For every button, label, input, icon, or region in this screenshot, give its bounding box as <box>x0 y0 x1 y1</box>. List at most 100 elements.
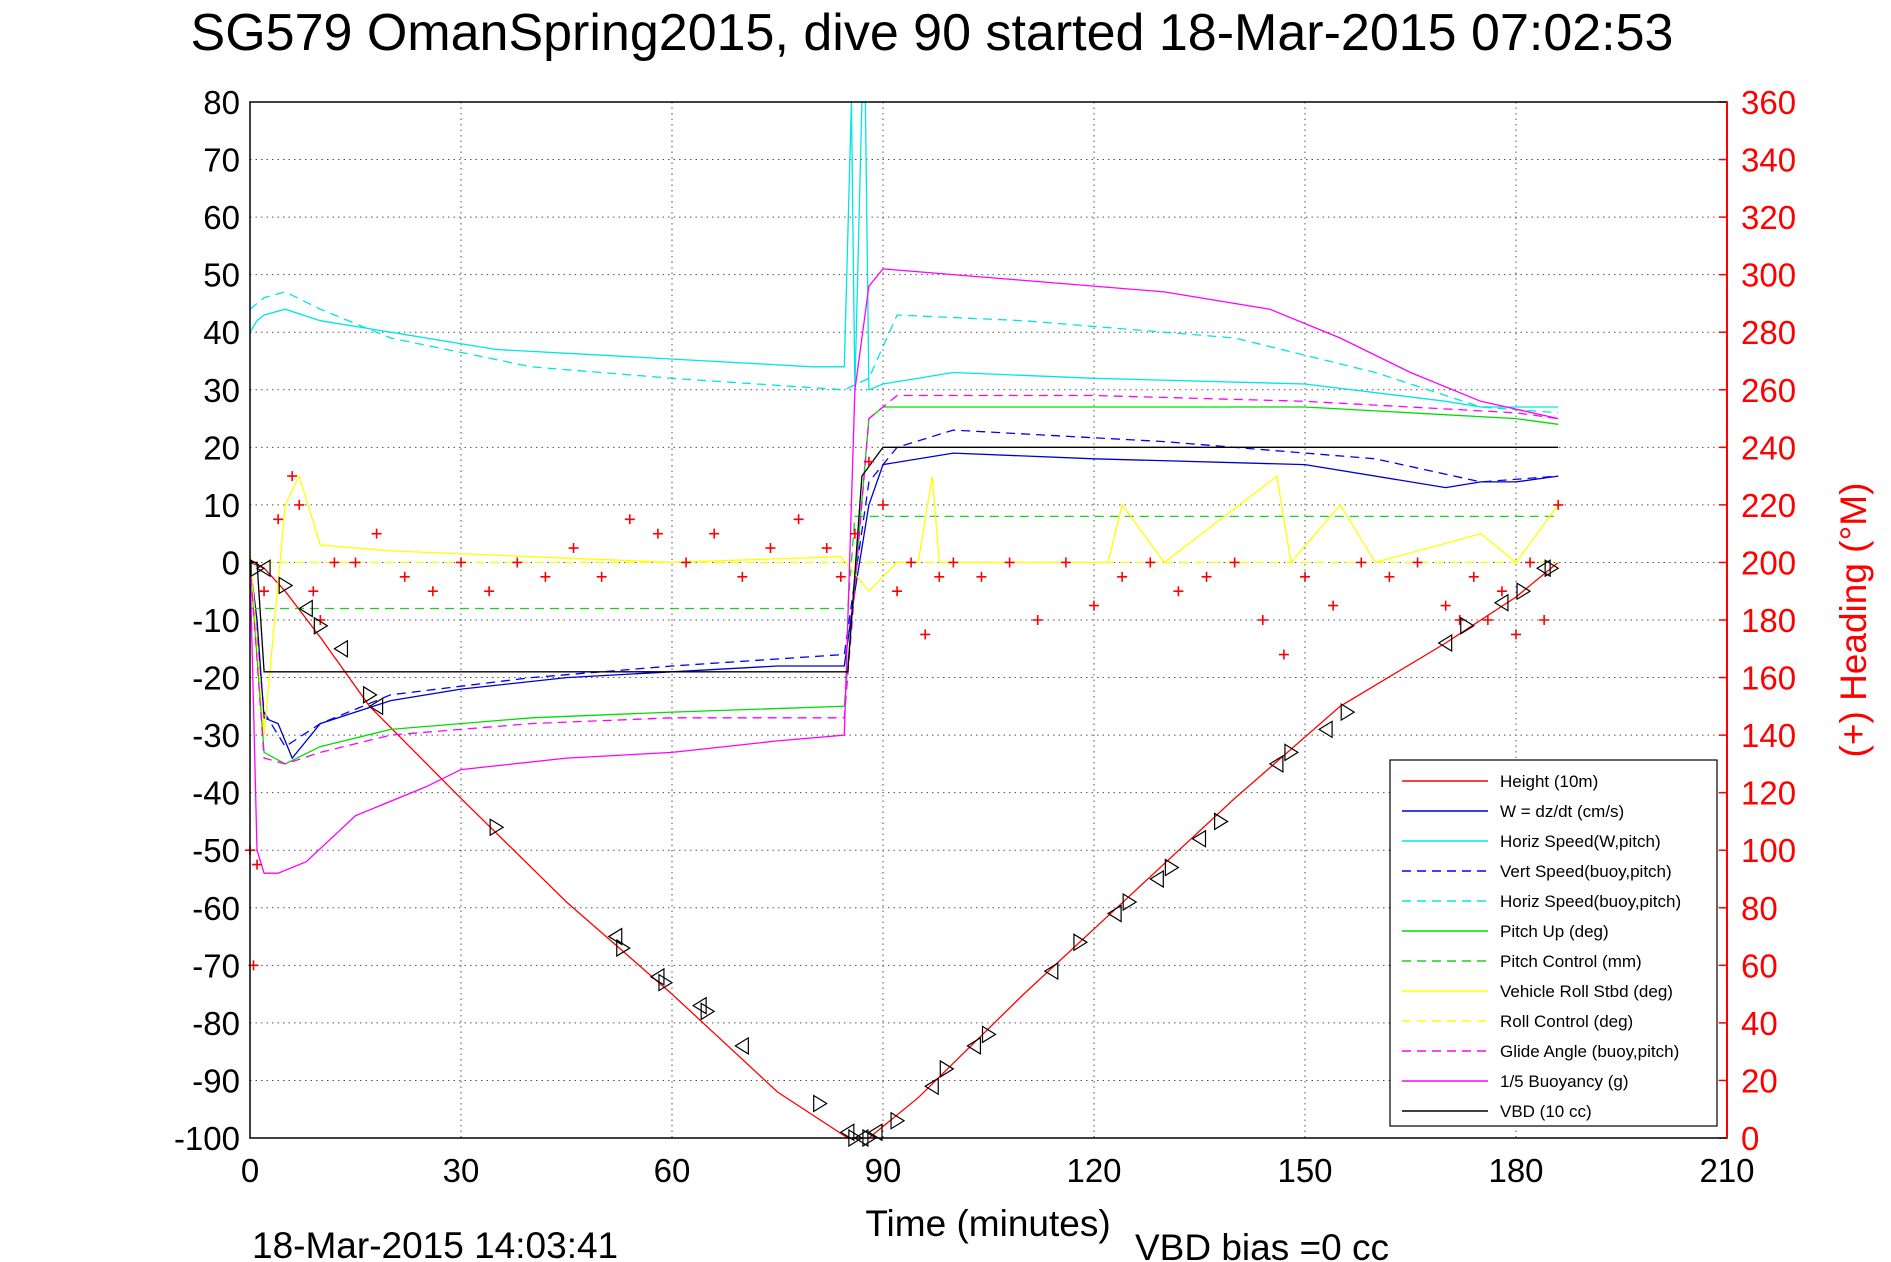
dive-marker <box>362 685 378 704</box>
dive-marker <box>966 1036 982 1055</box>
legend-entry: Glide Angle (buoy,pitch) <box>1500 1042 1679 1061</box>
y-tick-label: 60 <box>203 199 240 236</box>
legend: Height (10m) W = dz/dt (cm/s) Horiz Speed(… <box>1389 759 1718 1127</box>
heading-point <box>1482 615 1493 625</box>
legend-entry: VBD (10 cc) <box>1500 1102 1592 1121</box>
heading-point <box>1229 557 1240 568</box>
heading-point <box>1089 600 1099 611</box>
dive-marker <box>1149 869 1164 889</box>
legend-entry: Vert Speed(buoy,pitch) <box>1500 862 1672 881</box>
dive-marker <box>1284 743 1300 762</box>
y2-tick-label: 240 <box>1741 429 1796 466</box>
y-tick-label: -20 <box>192 660 240 697</box>
heading-point <box>1300 571 1310 582</box>
dive-marker <box>1268 754 1284 773</box>
heading-point <box>737 571 748 582</box>
dive-marker <box>1544 559 1560 578</box>
heading-point <box>1328 600 1339 611</box>
y-tick-label: -70 <box>192 947 240 984</box>
vbd-bias-note: VBD bias =0 cc <box>1135 1227 1389 1262</box>
heading-point <box>1004 557 1015 568</box>
heading-point <box>624 514 635 525</box>
y2-tick-label: 340 <box>1741 142 1796 179</box>
heading-point <box>1117 571 1128 582</box>
dive-marker <box>1516 582 1532 601</box>
y2-tick-label: 160 <box>1741 660 1796 697</box>
x-tick-label: 0 <box>241 1152 259 1189</box>
dive-marker <box>1106 904 1122 923</box>
y-tick-label: -50 <box>192 832 240 869</box>
series-line <box>249 394 1559 765</box>
y-tick-label: -100 <box>174 1120 240 1157</box>
y2-tick-label: 360 <box>1741 84 1796 121</box>
dive-marker <box>489 818 505 837</box>
dive-marker <box>658 973 674 992</box>
heading-point <box>681 557 692 568</box>
y-tick-label: 70 <box>203 142 240 179</box>
dive-marker <box>890 1111 906 1130</box>
y2-tick-label: 80 <box>1741 890 1778 927</box>
heading-point <box>371 528 382 539</box>
y2-axis-label: (+) Heading (°M) <box>1833 483 1874 758</box>
heading-point <box>1525 557 1536 568</box>
heading-point <box>906 557 917 568</box>
dive-marker <box>867 1123 883 1142</box>
chart-title: SG579 OmanSpring2015, dive 90 started 18… <box>191 4 1674 62</box>
series-line <box>249 291 1559 414</box>
heading-point <box>273 514 284 525</box>
heading-point <box>596 571 607 582</box>
heading-point <box>259 586 270 597</box>
heading-point <box>1384 571 1395 582</box>
y-axis-left: 80 70 60 50 40 30 20 10 0 -10 -20 -30 -40 -50 -60 -70 -8… <box>174 84 240 1157</box>
y2-tick-label: 140 <box>1741 717 1796 754</box>
series-line <box>249 268 1559 874</box>
heading-point <box>709 528 720 539</box>
dive-marker <box>691 996 707 1015</box>
legend-entry: Height (10m) <box>1500 772 1598 791</box>
heading-point <box>835 571 846 582</box>
heading-point <box>652 528 663 539</box>
heading-point <box>1173 586 1184 597</box>
dive-marker <box>734 1036 749 1055</box>
heading-point <box>1454 615 1465 625</box>
heading-point <box>399 571 410 582</box>
series-group <box>249 101 1559 1139</box>
y2-tick-label: 40 <box>1741 1005 1778 1042</box>
dive-marker <box>1460 616 1475 635</box>
dive-marker <box>298 599 313 618</box>
y2-tick-label: 20 <box>1741 1062 1778 1099</box>
heading-point <box>878 499 888 510</box>
dive-marker <box>1043 962 1059 981</box>
y-tick-label: 40 <box>203 314 240 351</box>
heading-point <box>920 629 931 640</box>
x-axis: 0 30 60 90 120 150 180 210 <box>241 1152 1755 1189</box>
heading-point <box>1440 600 1451 611</box>
legend-entry: Pitch Control (mm) <box>1500 952 1642 971</box>
heading-point <box>849 528 860 539</box>
y-tick-label: 30 <box>203 372 240 409</box>
heading-point <box>1145 557 1156 568</box>
dive-marker <box>368 697 384 716</box>
dive-marker <box>1535 559 1551 578</box>
dive-marker <box>616 938 631 958</box>
y2-tick-label: 180 <box>1741 602 1796 639</box>
y-tick-label: 50 <box>203 257 240 294</box>
y2-tick-label: 100 <box>1741 832 1796 869</box>
dive-marker <box>1493 593 1509 612</box>
legend-entry: Pitch Up (deg) <box>1500 922 1609 941</box>
heading-point <box>1356 557 1367 568</box>
y-tick-label: -40 <box>192 775 240 812</box>
dive-marker <box>333 639 349 658</box>
y-tick-label: -80 <box>192 1005 240 1042</box>
heading-point <box>934 571 945 582</box>
series-line <box>249 474 1559 736</box>
y2-tick-label: 280 <box>1741 314 1796 351</box>
dive-marker <box>839 1123 855 1142</box>
series-line <box>249 101 1559 408</box>
x-axis-label: Time (minutes) <box>865 1203 1110 1244</box>
heading-point <box>540 571 551 582</box>
y2-tick-label: 200 <box>1741 544 1796 581</box>
heading-point <box>976 571 987 582</box>
y-tick-label: 80 <box>203 84 240 121</box>
heading-point <box>287 471 298 482</box>
